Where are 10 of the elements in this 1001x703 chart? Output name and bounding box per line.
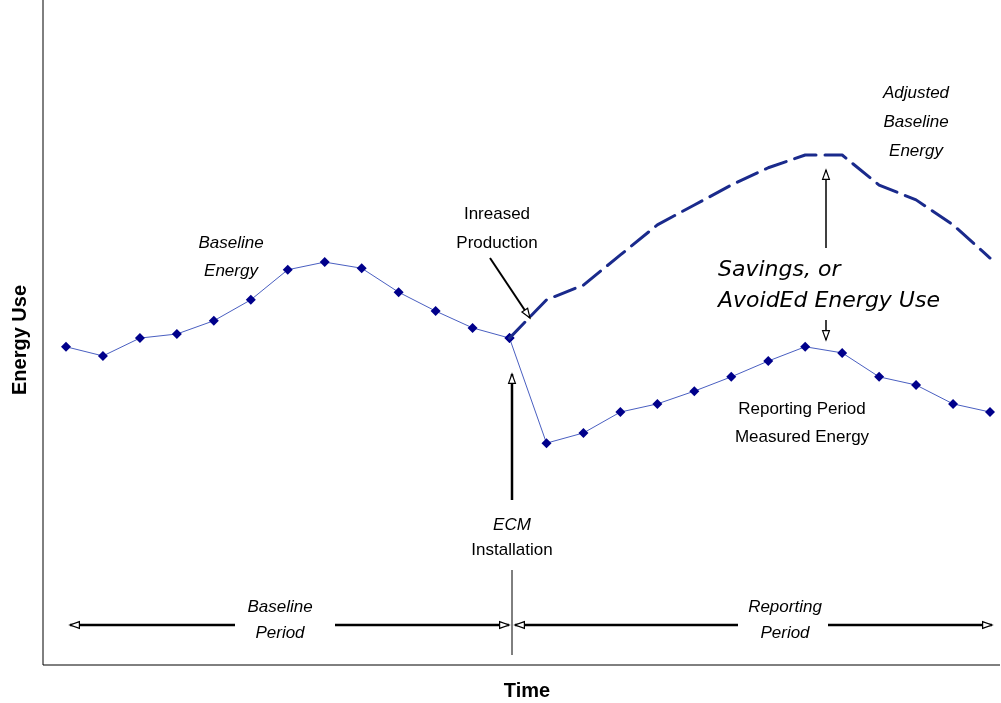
annotation: Reporting Period [748, 597, 823, 642]
y-axis-title: Energy Use [8, 284, 30, 396]
annotation: Inreased Production [456, 204, 538, 252]
series-label: Baseline Energy [198, 233, 264, 280]
series-label: Reporting Period Measured Energy [734, 399, 870, 446]
annotation: ECM Installation [471, 515, 553, 559]
series-label: Adjusted Baseline Energy [881, 83, 950, 160]
annotation: Savings, or AvoidEd Energy Use [716, 256, 940, 312]
annotation: Baseline Period [247, 597, 313, 642]
x-axis-title: Time [503, 679, 551, 701]
